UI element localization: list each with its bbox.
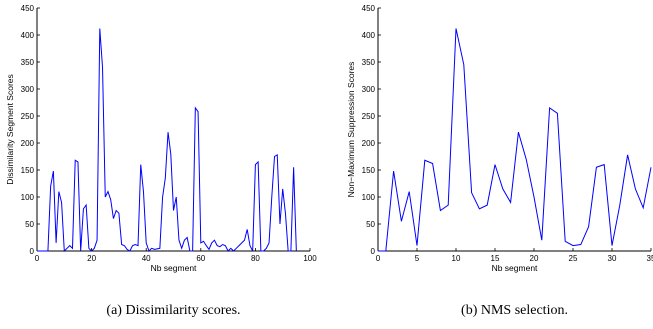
y-tick-label: 250 xyxy=(21,112,35,121)
y-tick-label: 0 xyxy=(30,247,35,256)
y-tick-label: 250 xyxy=(362,112,376,121)
x-tick-label: 40 xyxy=(142,254,151,263)
y-tick-label: 150 xyxy=(21,166,35,175)
series-line xyxy=(378,28,652,252)
x-tick-label: 30 xyxy=(608,254,617,263)
y-tick-label: 450 xyxy=(362,4,376,13)
x-tick-label: 5 xyxy=(415,254,420,263)
x-axis-label: Nb segment xyxy=(492,263,538,273)
x-tick-label: 80 xyxy=(251,254,260,263)
series-line xyxy=(37,28,297,253)
x-tick-label: 60 xyxy=(196,254,205,263)
y-tick-label: 300 xyxy=(362,85,376,94)
y-tick-label: 350 xyxy=(362,58,376,67)
chart-nms-selection: 0 50 100 150 200 250 300 350 400 450 0 5 10 15 20 25 30 3… xyxy=(346,4,653,318)
x-tick-label: 100 xyxy=(303,254,317,263)
y-tick-label: 400 xyxy=(362,31,376,40)
y-tick-label: 400 xyxy=(21,31,35,40)
y-tick-label: 350 xyxy=(21,58,35,67)
figure-caption: (b) NMS selection. xyxy=(461,303,568,318)
x-tick-label: 35 xyxy=(647,254,653,263)
x-tick-label: 20 xyxy=(530,254,539,263)
y-tick-label: 50 xyxy=(25,220,34,229)
x-axis-label: Nb segment xyxy=(151,263,197,273)
x-tick-label: 25 xyxy=(569,254,578,263)
y-tick-label: 50 xyxy=(366,220,375,229)
x-tick-label: 0 xyxy=(376,254,381,263)
y-tick-label: 450 xyxy=(21,4,35,13)
figure-caption: (a) Dissimilarity scores. xyxy=(106,303,240,318)
y-tick-label: 200 xyxy=(21,139,35,148)
chart-dissimilarity-scores: 0 50 100 150 200 250 300 350 400 450 0 20 40 60 80 100 N… xyxy=(5,4,317,318)
x-tick-label: 20 xyxy=(87,254,96,263)
y-tick-label: 150 xyxy=(362,166,376,175)
x-tick-label: 0 xyxy=(35,254,40,263)
x-tick-label: 15 xyxy=(491,254,500,263)
y-tick-label: 200 xyxy=(362,139,376,148)
y-axis-label: Non−Maximum Suppression Scores xyxy=(346,62,356,198)
y-tick-label: 100 xyxy=(362,193,376,202)
x-tick-label: 10 xyxy=(452,254,461,263)
y-tick-label: 300 xyxy=(21,85,35,94)
y-axis-label: Dissimilarity Segment Scores xyxy=(5,74,15,185)
y-tick-label: 0 xyxy=(371,247,376,256)
y-tick-label: 100 xyxy=(21,193,35,202)
